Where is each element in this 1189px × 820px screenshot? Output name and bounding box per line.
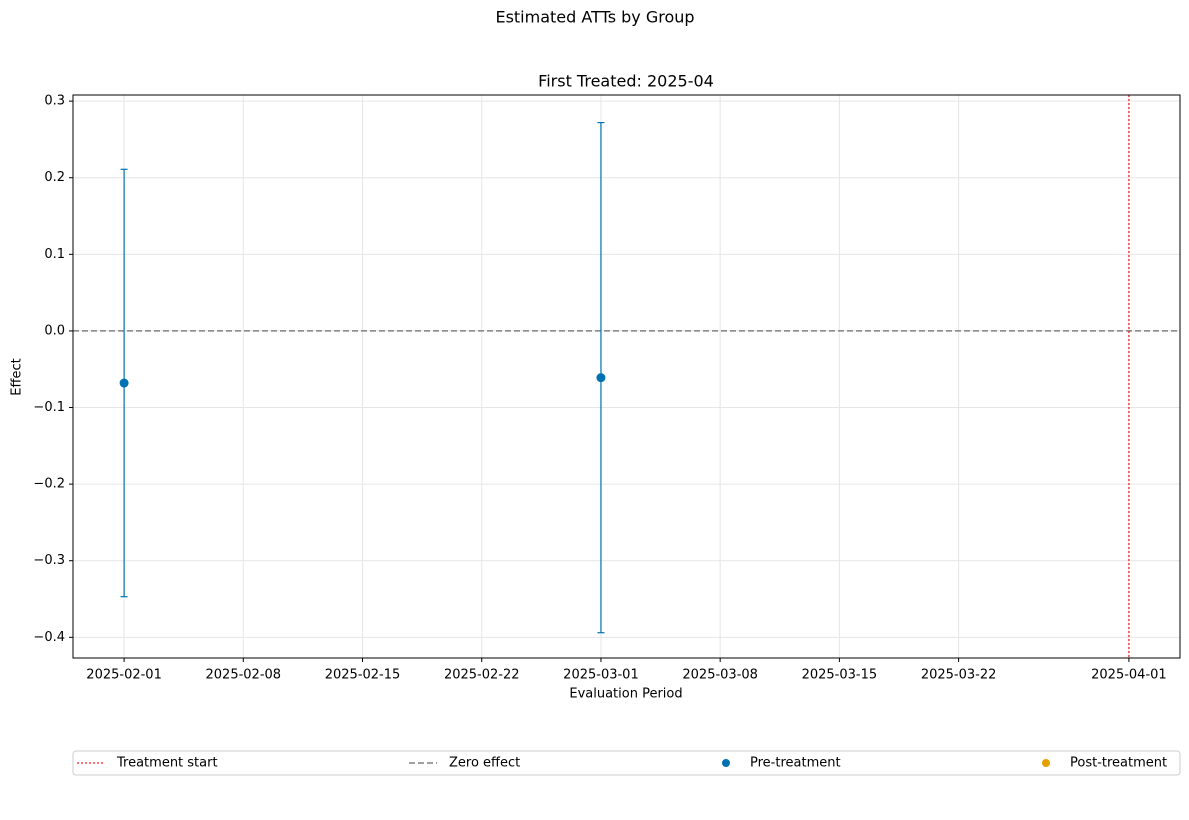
x-tick-label: 2025-03-01 (563, 668, 639, 683)
x-tick-label: 2025-03-08 (682, 668, 758, 683)
y-axis-label: Effect (10, 358, 25, 395)
y-tick-label: 0.2 (44, 170, 65, 185)
legend-swatch (1042, 759, 1050, 767)
point (119, 378, 129, 388)
y-tick-label: −0.3 (33, 553, 65, 568)
legend-label: Zero effect (449, 756, 520, 771)
chart-title: First Treated: 2025-04 (538, 72, 714, 91)
x-tick-label: 2025-02-22 (444, 668, 520, 683)
x-tick-label: 2025-04-01 (1091, 668, 1167, 683)
y-tick-label: −0.1 (33, 400, 65, 415)
x-tick-label: 2025-03-22 (921, 668, 997, 683)
y-tick-label: 0.3 (44, 94, 65, 109)
y-tick-label: 0.1 (44, 247, 65, 262)
y-tick-label: −0.2 (33, 477, 65, 492)
y-tick-label: 0.0 (44, 323, 65, 338)
legend-label: Pre-treatment (750, 756, 841, 771)
legend-swatch (722, 759, 730, 767)
suptitle: Estimated ATTs by Group (495, 8, 694, 27)
legend-label: Post-treatment (1070, 756, 1167, 771)
x-tick-label: 2025-03-15 (802, 668, 878, 683)
point (596, 373, 606, 383)
legend-box (72, 750, 1181, 776)
plot-frame (72, 94, 1181, 659)
x-tick-label: 2025-02-15 (325, 668, 401, 683)
x-axis-label: Evaluation Period (569, 687, 682, 702)
y-tick-label: −0.4 (33, 630, 65, 645)
legend-label: Treatment start (116, 756, 218, 771)
x-tick-label: 2025-02-08 (206, 668, 282, 683)
x-tick-label: 2025-02-01 (86, 668, 162, 683)
